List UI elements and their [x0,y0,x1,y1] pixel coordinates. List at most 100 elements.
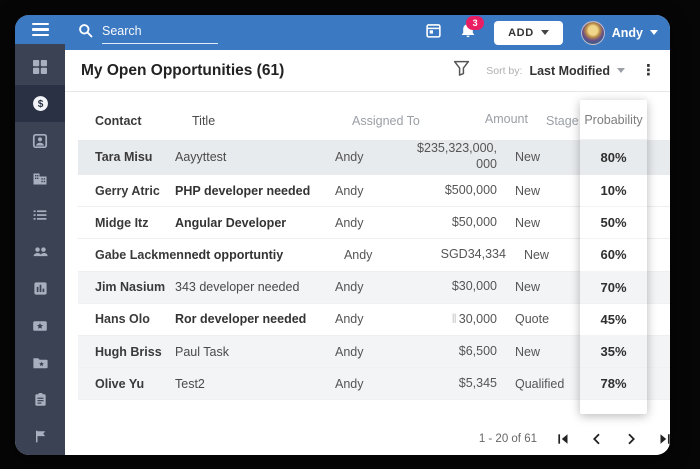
filter-funnel-icon[interactable] [453,60,470,82]
cell-contact: Gerry Atric [95,183,160,198]
cell-stage: New [515,150,541,164]
amount-value: $6,500 [458,343,497,358]
user-name: Andy [611,25,643,40]
cell-stage: New [515,183,541,198]
cell-contact: Tara Misu [95,150,153,164]
column-header-probability[interactable]: Probability [580,100,647,140]
sidebar-item-dashboard[interactable] [15,48,65,85]
table-row[interactable]: Jim Nasium 343 developer needed Andy $30… [78,271,670,304]
cell-title: PHP developer needed [175,183,311,198]
app-window: $ [15,15,670,455]
notification-badge: 3 [466,16,485,30]
column-header-stage[interactable]: Stage [546,114,579,128]
table-row[interactable]: Olive Yu Test2 Andy $5,345 Qualified [78,368,670,401]
caret-down-icon [540,30,549,35]
amount-value: $235,323,000,000 [417,141,497,171]
activities-star-icon [32,318,48,334]
first-page-icon[interactable] [555,431,571,447]
table-row[interactable]: Midge Itz Angular Developer Andy $50,000… [78,207,670,240]
amount-value: $50,000 [451,214,497,229]
add-button[interactable]: ADD [494,20,563,45]
avatar [580,20,605,45]
sidebar-item-list[interactable] [15,196,65,233]
cell-assigned-to: Andy [335,312,364,327]
sidebar: $ [15,15,65,455]
reports-chart-icon [33,281,48,296]
sidebar-item-contacts[interactable] [15,122,65,159]
calendar-icon[interactable] [425,22,442,44]
probability-cell: 78% [580,368,647,401]
probability-column-card: Probability 80% 10% 50% 60% 70% 45% 35% 78% [580,100,647,415]
table-header-row: Contact Title Assigned To Amount Stage [78,92,670,140]
table-row[interactable]: Hugh Briss Paul Task Andy $6,500 New [78,335,670,369]
page-title: My Open Opportunities (61) [81,61,285,79]
kebab-menu-icon[interactable]: ⋮ [641,62,656,79]
last-page-icon[interactable] [657,431,670,447]
column-header-amount[interactable]: Amount [484,112,528,127]
sidebar-item-documents[interactable] [15,344,65,381]
cell-stage: New [515,215,541,230]
table-row[interactable]: Hans Olo Ror developer needed Andy ‖ 30,0… [78,304,670,336]
sidebar-item-reports[interactable] [15,270,65,307]
cell-title: 343 developer needed [175,280,300,295]
table-row[interactable]: Tara Misu Aayyttest Andy $235,323,000,00… [78,140,670,175]
cell-title: Paul Task [175,344,229,359]
cell-contact: Hugh Briss [95,344,162,359]
amount-value: $5,345 [458,375,497,390]
sort-value: Last Modified [529,63,610,78]
cell-amount: $30,000 [415,279,511,295]
probability-cell: 80% [580,140,647,175]
probability-cells: 80% 10% 50% 60% 70% 45% 35% 78% [580,140,647,401]
opportunities-table: Contact Title Assigned To Amount Stage T… [78,92,670,401]
sidebar-item-people[interactable] [15,233,65,270]
menu-icon[interactable] [15,15,65,44]
user-menu[interactable]: Andy [580,20,658,45]
column-header-assigned-to[interactable]: Assigned To [352,114,420,128]
svg-text:$: $ [37,99,43,110]
sidebar-item-targets[interactable] [15,418,65,455]
sidebar-nav: $ [15,44,65,455]
notifications-button[interactable]: 3 [460,16,485,43]
cell-assigned-to: Andy [335,376,364,391]
cell-stage: Quote [515,312,550,327]
search-area [78,21,218,44]
cell-stage: New [523,247,549,262]
probability-cell: 50% [580,207,647,240]
probability-cell: 60% [580,239,647,272]
cell-amount: $500,000 [415,183,511,199]
cell-assigned-to: Andy [335,183,364,198]
amount-value: $500,000 [444,182,497,197]
probability-cell: 70% [580,271,647,304]
cell-assigned-to: Andy [335,344,364,359]
cell-amount: $50,000 [415,215,511,231]
pagination-range: 1 - 20 of 61 [478,433,537,445]
topbar-right-group: 3 ADD Andy [425,16,658,45]
cell-assigned-to: Andy [335,215,364,230]
contacts-icon [32,133,48,149]
search-icon[interactable] [78,23,93,43]
tasks-clipboard-icon [33,392,48,407]
cell-amount: $5,345 [415,376,511,392]
previous-page-icon[interactable] [589,431,605,447]
sidebar-item-companies[interactable] [15,159,65,196]
caret-down-icon [617,68,625,73]
header-actions: Sort by: Last Modified ⋮ [453,60,656,82]
sidebar-item-tasks[interactable] [15,381,65,418]
sidebar-item-activities[interactable] [15,307,65,344]
column-header-contact[interactable]: Contact [95,114,142,128]
cell-assigned-to: Andy [343,247,373,262]
top-bar: 3 ADD Andy [65,15,670,50]
search-input[interactable] [102,21,218,44]
cell-title: nedt opportuntiy [183,247,284,262]
next-page-icon[interactable] [623,431,639,447]
cell-amount: SGD34,334 [424,247,520,263]
column-header-title[interactable]: Title [192,114,216,128]
cell-title: Angular Developer [175,215,287,230]
sort-dropdown[interactable]: Sort by: Last Modified [486,64,625,78]
content-area: My Open Opportunities (61) Sort by: Last… [65,50,670,455]
table-row[interactable]: Gabe Lackmen nedt opportuntiy Andy SGD34… [78,239,670,272]
sidebar-item-opportunities[interactable]: $ [15,85,65,122]
table-row[interactable]: Gerry Atric PHP developer needed Andy $5… [78,175,670,208]
cell-contact: Midge Itz [95,215,149,230]
probability-cell: 35% [580,335,647,369]
